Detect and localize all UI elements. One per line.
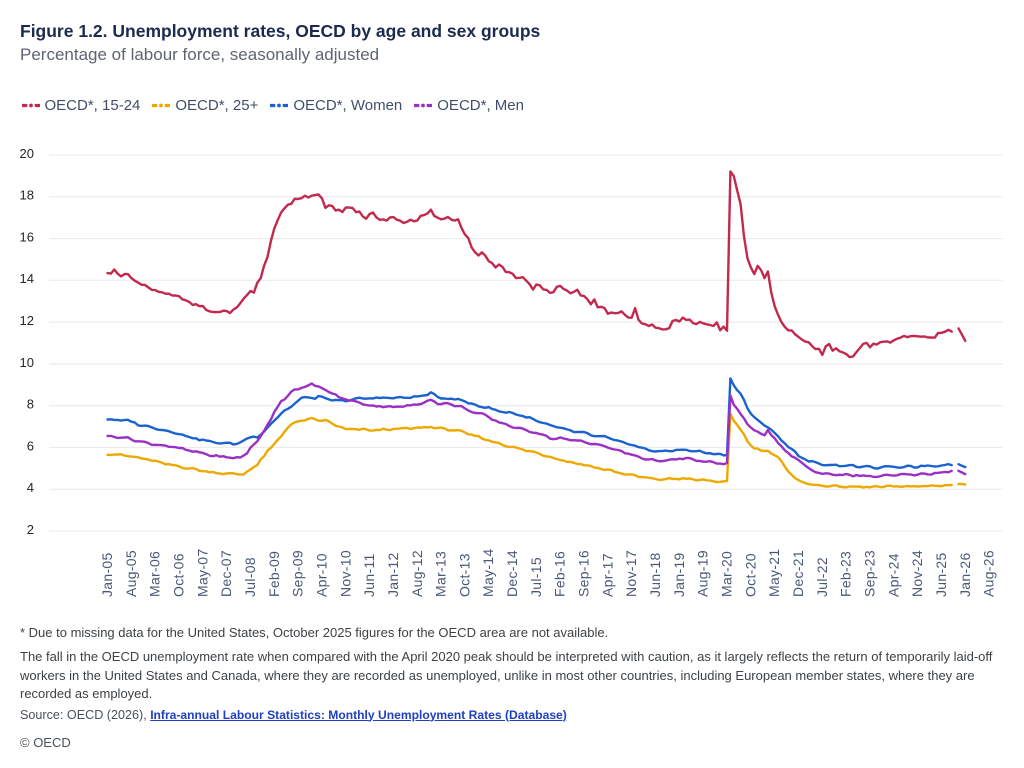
svg-text:Jan-05: Jan-05 (99, 552, 115, 597)
svg-text:2: 2 (27, 522, 34, 537)
svg-text:18: 18 (20, 188, 34, 203)
svg-text:Oct-20: Oct-20 (742, 553, 758, 597)
svg-text:Jul-08: Jul-08 (242, 557, 258, 597)
svg-text:Nov-24: Nov-24 (909, 550, 925, 597)
svg-text:Jan-26: Jan-26 (957, 552, 973, 597)
svg-text:Jan-12: Jan-12 (385, 552, 401, 597)
svg-text:20: 20 (20, 146, 34, 161)
svg-text:Oct-13: Oct-13 (456, 553, 472, 597)
svg-text:Aug-12: Aug-12 (409, 550, 425, 597)
svg-text:Sep-16: Sep-16 (576, 550, 592, 597)
svg-text:14: 14 (20, 271, 34, 286)
svg-text:Aug-26: Aug-26 (981, 550, 997, 597)
svg-text:6: 6 (27, 438, 34, 453)
svg-text:Apr-10: Apr-10 (314, 553, 330, 597)
svg-text:Jan-19: Jan-19 (671, 552, 687, 597)
svg-text:Jun-18: Jun-18 (647, 552, 663, 597)
svg-text:Dec-14: Dec-14 (504, 550, 520, 597)
svg-text:Nov-10: Nov-10 (337, 550, 353, 597)
svg-text:May-07: May-07 (194, 549, 210, 597)
svg-text:Feb-09: Feb-09 (266, 551, 282, 597)
svg-text:Apr-24: Apr-24 (885, 553, 901, 597)
svg-text:Nov-17: Nov-17 (623, 550, 639, 597)
svg-text:Mar-06: Mar-06 (147, 551, 163, 597)
svg-text:12: 12 (20, 313, 34, 328)
svg-text:Jun-25: Jun-25 (933, 552, 949, 597)
svg-text:Dec-07: Dec-07 (218, 550, 234, 597)
svg-text:Jul-22: Jul-22 (814, 557, 830, 597)
svg-text:Aug-19: Aug-19 (695, 550, 711, 597)
svg-text:Oct-06: Oct-06 (171, 553, 187, 597)
svg-text:May-21: May-21 (766, 549, 782, 597)
svg-text:Jun-11: Jun-11 (361, 553, 377, 597)
svg-text:Mar-20: Mar-20 (719, 551, 735, 597)
svg-text:Aug-05: Aug-05 (123, 550, 139, 597)
svg-text:8: 8 (27, 397, 34, 412)
svg-text:Dec-21: Dec-21 (790, 550, 806, 597)
svg-text:Mar-13: Mar-13 (433, 551, 449, 597)
svg-text:Jul-15: Jul-15 (528, 557, 544, 597)
svg-text:Feb-16: Feb-16 (552, 551, 568, 597)
svg-text:May-14: May-14 (480, 549, 496, 597)
svg-text:Feb-23: Feb-23 (838, 551, 854, 597)
svg-text:Apr-17: Apr-17 (599, 553, 615, 597)
svg-text:Sep-23: Sep-23 (862, 550, 878, 597)
svg-text:4: 4 (27, 480, 34, 495)
svg-text:10: 10 (20, 355, 34, 370)
svg-text:Sep-09: Sep-09 (290, 550, 306, 597)
svg-text:16: 16 (20, 230, 34, 245)
